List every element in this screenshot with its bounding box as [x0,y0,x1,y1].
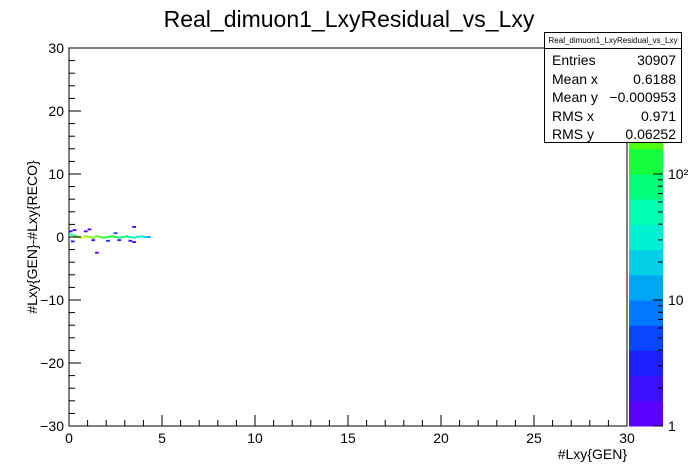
heatmap-cell [95,251,99,254]
x-tick-label: 30 [619,430,635,446]
heatmap-cell [132,236,136,239]
heatmap-cell [98,236,103,238]
color-scale-band [629,274,663,301]
y-axis: −30 −20 −10 0 10 20 30 [40,40,81,434]
z-tick-label: 10² [668,166,689,182]
stats-row-rms-x: RMS x 0.971 [552,108,676,127]
heatmap-cell [72,229,77,232]
heatmap-cell [109,235,114,238]
color-scale-band [629,375,663,402]
heatmap-cell [87,236,92,238]
color-scale-band [629,148,663,175]
stats-value: 0.06252 [625,126,676,142]
stats-row-mean-x: Mean x 0.6188 [552,71,676,90]
heatmap-cell [147,236,151,238]
color-scale-band [629,249,663,276]
stats-value: 0.6188 [633,71,676,87]
stats-label: RMS x [552,108,594,124]
stats-row-mean-y: Mean y −0.000953 [552,89,676,108]
heatmap-cell [106,236,110,238]
stats-label: Entries [552,52,596,68]
stats-label: Mean x [552,71,598,87]
x-tick-label: 20 [433,430,449,446]
heatmap-cell [91,236,96,239]
heatmap-cell [80,236,84,239]
heatmap-cell [83,230,88,233]
heatmap-cell [117,239,122,242]
z-tick-label: 10 [668,292,684,308]
x-tick-label: 15 [340,430,356,446]
stats-row-rms-y: RMS y 0.06252 [552,126,676,145]
heatmap-cell [72,234,77,237]
chart-title: Real_dimuon1_LxyResidual_vs_Lxy [164,6,535,32]
color-scale-band [629,400,663,427]
heatmap-cell [69,230,73,233]
stats-divider [545,48,681,49]
stats-label: Mean y [552,89,598,105]
heatmap-cells [69,225,151,254]
color-scale-band [629,300,663,326]
stats-box: Real_dimuon1_LxyResidual_vs_Lxy Entries … [544,32,682,143]
x-axis-label: #Lxy{GEN} [558,446,628,462]
y-tick-label: −10 [40,292,64,308]
heatmap-cell [87,228,92,231]
heatmap-cell [117,236,122,239]
y-tick-label: 30 [48,40,64,56]
color-scale-band [629,224,663,251]
x-tick-label: 5 [158,430,166,446]
heatmap-cell [128,236,133,238]
stats-value: 0.971 [640,108,676,124]
x-tick-label: 10 [247,430,263,446]
heatmap-cell [132,225,136,228]
color-scale-band [629,325,663,351]
color-scale-band [629,199,663,225]
z-tick-label: 1 [668,418,676,434]
stats-label: RMS y [552,126,594,142]
y-tick-label: 20 [48,103,64,119]
x-tick-label: 0 [65,430,73,446]
x-axis: 0 5 10 15 20 25 30 [65,415,635,446]
stats-row-entries: Entries 30907 [552,52,676,71]
y-tick-label: 10 [48,166,64,182]
heatmap-cell [113,232,118,235]
heatmap-cell [128,239,133,242]
heatmap-cell [139,235,144,238]
heatmap-cell [135,236,140,238]
x-tick-label: 25 [526,430,542,446]
heatmap-cell [113,236,118,238]
heatmap-cell [69,233,73,236]
heatmap-cell [83,235,88,238]
stats-value: −0.000953 [609,89,676,105]
y-tick-label: −30 [40,418,64,434]
stats-value: 30907 [637,52,676,68]
heatmap-cell [121,236,125,238]
heatmap-cell [106,239,110,242]
color-scale-band [629,174,663,200]
heatmap-cell [91,239,96,242]
heatmap-cell [95,235,99,238]
heatmap-cell [143,236,148,238]
heatmap-cell [102,236,107,239]
y-tick-label: 0 [56,229,64,245]
y-axis-label: #Lxy{GEN}-#Lxy{RECO} [24,160,40,314]
heatmap-cell [124,235,129,238]
heatmap-cell [132,241,136,243]
heatmap-cell [70,240,75,243]
y-tick-label: −20 [40,355,64,371]
color-scale-band [629,350,663,377]
stats-title: Real_dimuon1_LxyResidual_vs_Lxy [548,36,678,45]
